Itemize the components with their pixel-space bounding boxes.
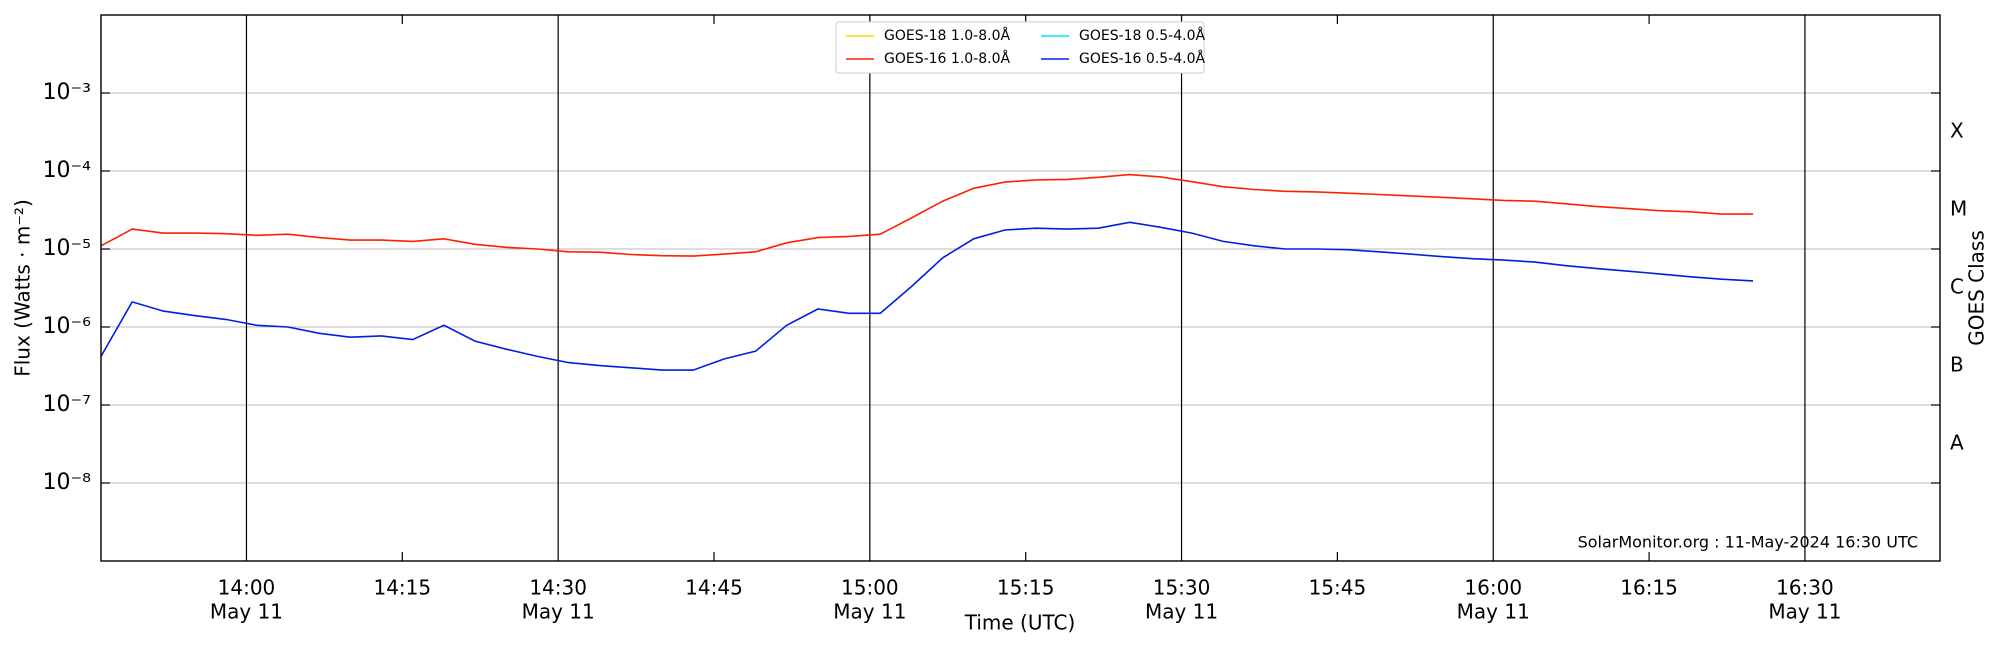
x-tick-label: 14:45 (685, 576, 743, 600)
x-tick-date: May 11 (833, 600, 906, 624)
y2-tick-label: X (1950, 119, 1964, 143)
y-tick-label: 10⁻⁷ (43, 392, 91, 417)
x-tick-date: May 11 (1457, 600, 1530, 624)
y2-tick-label: A (1950, 431, 1964, 455)
x-tick-label: 15:00 (841, 576, 899, 600)
series-line (100, 173, 1753, 257)
y-tick-label: 10⁻³ (43, 80, 91, 105)
x-tick-label: 14:15 (373, 576, 431, 600)
plot-frame (100, 14, 1941, 562)
legend-label: GOES-18 0.5-4.0Å (1079, 27, 1205, 44)
x-tick-label: 15:15 (997, 576, 1055, 600)
y-tick-label: 10⁻⁸ (43, 470, 92, 495)
x-tick-label: 16:15 (1620, 576, 1678, 600)
x-tick-label: 16:30 (1776, 576, 1834, 600)
series-line (100, 221, 1754, 371)
x-tick-label: 15:45 (1309, 576, 1367, 600)
x-tick-label: 14:00 (218, 576, 276, 600)
y2-tick-label: B (1950, 353, 1964, 377)
legend-label: GOES-16 0.5-4.0Å (1079, 50, 1205, 67)
x-tick-label: 14:30 (529, 576, 587, 600)
y-tick-label: 10⁻⁶ (43, 314, 92, 339)
y2-axis-label: GOES Class (1965, 230, 1989, 346)
y-axis-label: Flux (Watts · m⁻²) (11, 199, 35, 377)
y2-tick-label: C (1950, 275, 1964, 299)
y2-tick-label: M (1950, 197, 1967, 221)
x-tick-date: May 11 (522, 600, 595, 624)
x-tick-label: 16:00 (1464, 576, 1522, 600)
annotation: SolarMonitor.org : 11-May-2024 16:30 UTC (1578, 533, 1918, 552)
x-tick-date: May 11 (210, 600, 283, 624)
y-tick-label: 10⁻⁵ (43, 236, 91, 261)
legend-box (835, 21, 1205, 74)
legend-label: GOES-18 1.0-8.0Å (884, 27, 1010, 44)
legend-label: GOES-16 1.0-8.0Å (884, 50, 1010, 67)
x-axis-label: Time (UTC) (964, 611, 1076, 635)
x-tick-date: May 11 (1145, 600, 1218, 624)
x-tick-date: May 11 (1768, 600, 1841, 624)
legend: GOES-18 1.0-8.0Å GOES-16 1.0-8.0Å GOES-18 … (835, 21, 1205, 74)
x-tick-label: 15:30 (1153, 576, 1211, 600)
y-tick-label: 10⁻⁴ (43, 158, 92, 183)
